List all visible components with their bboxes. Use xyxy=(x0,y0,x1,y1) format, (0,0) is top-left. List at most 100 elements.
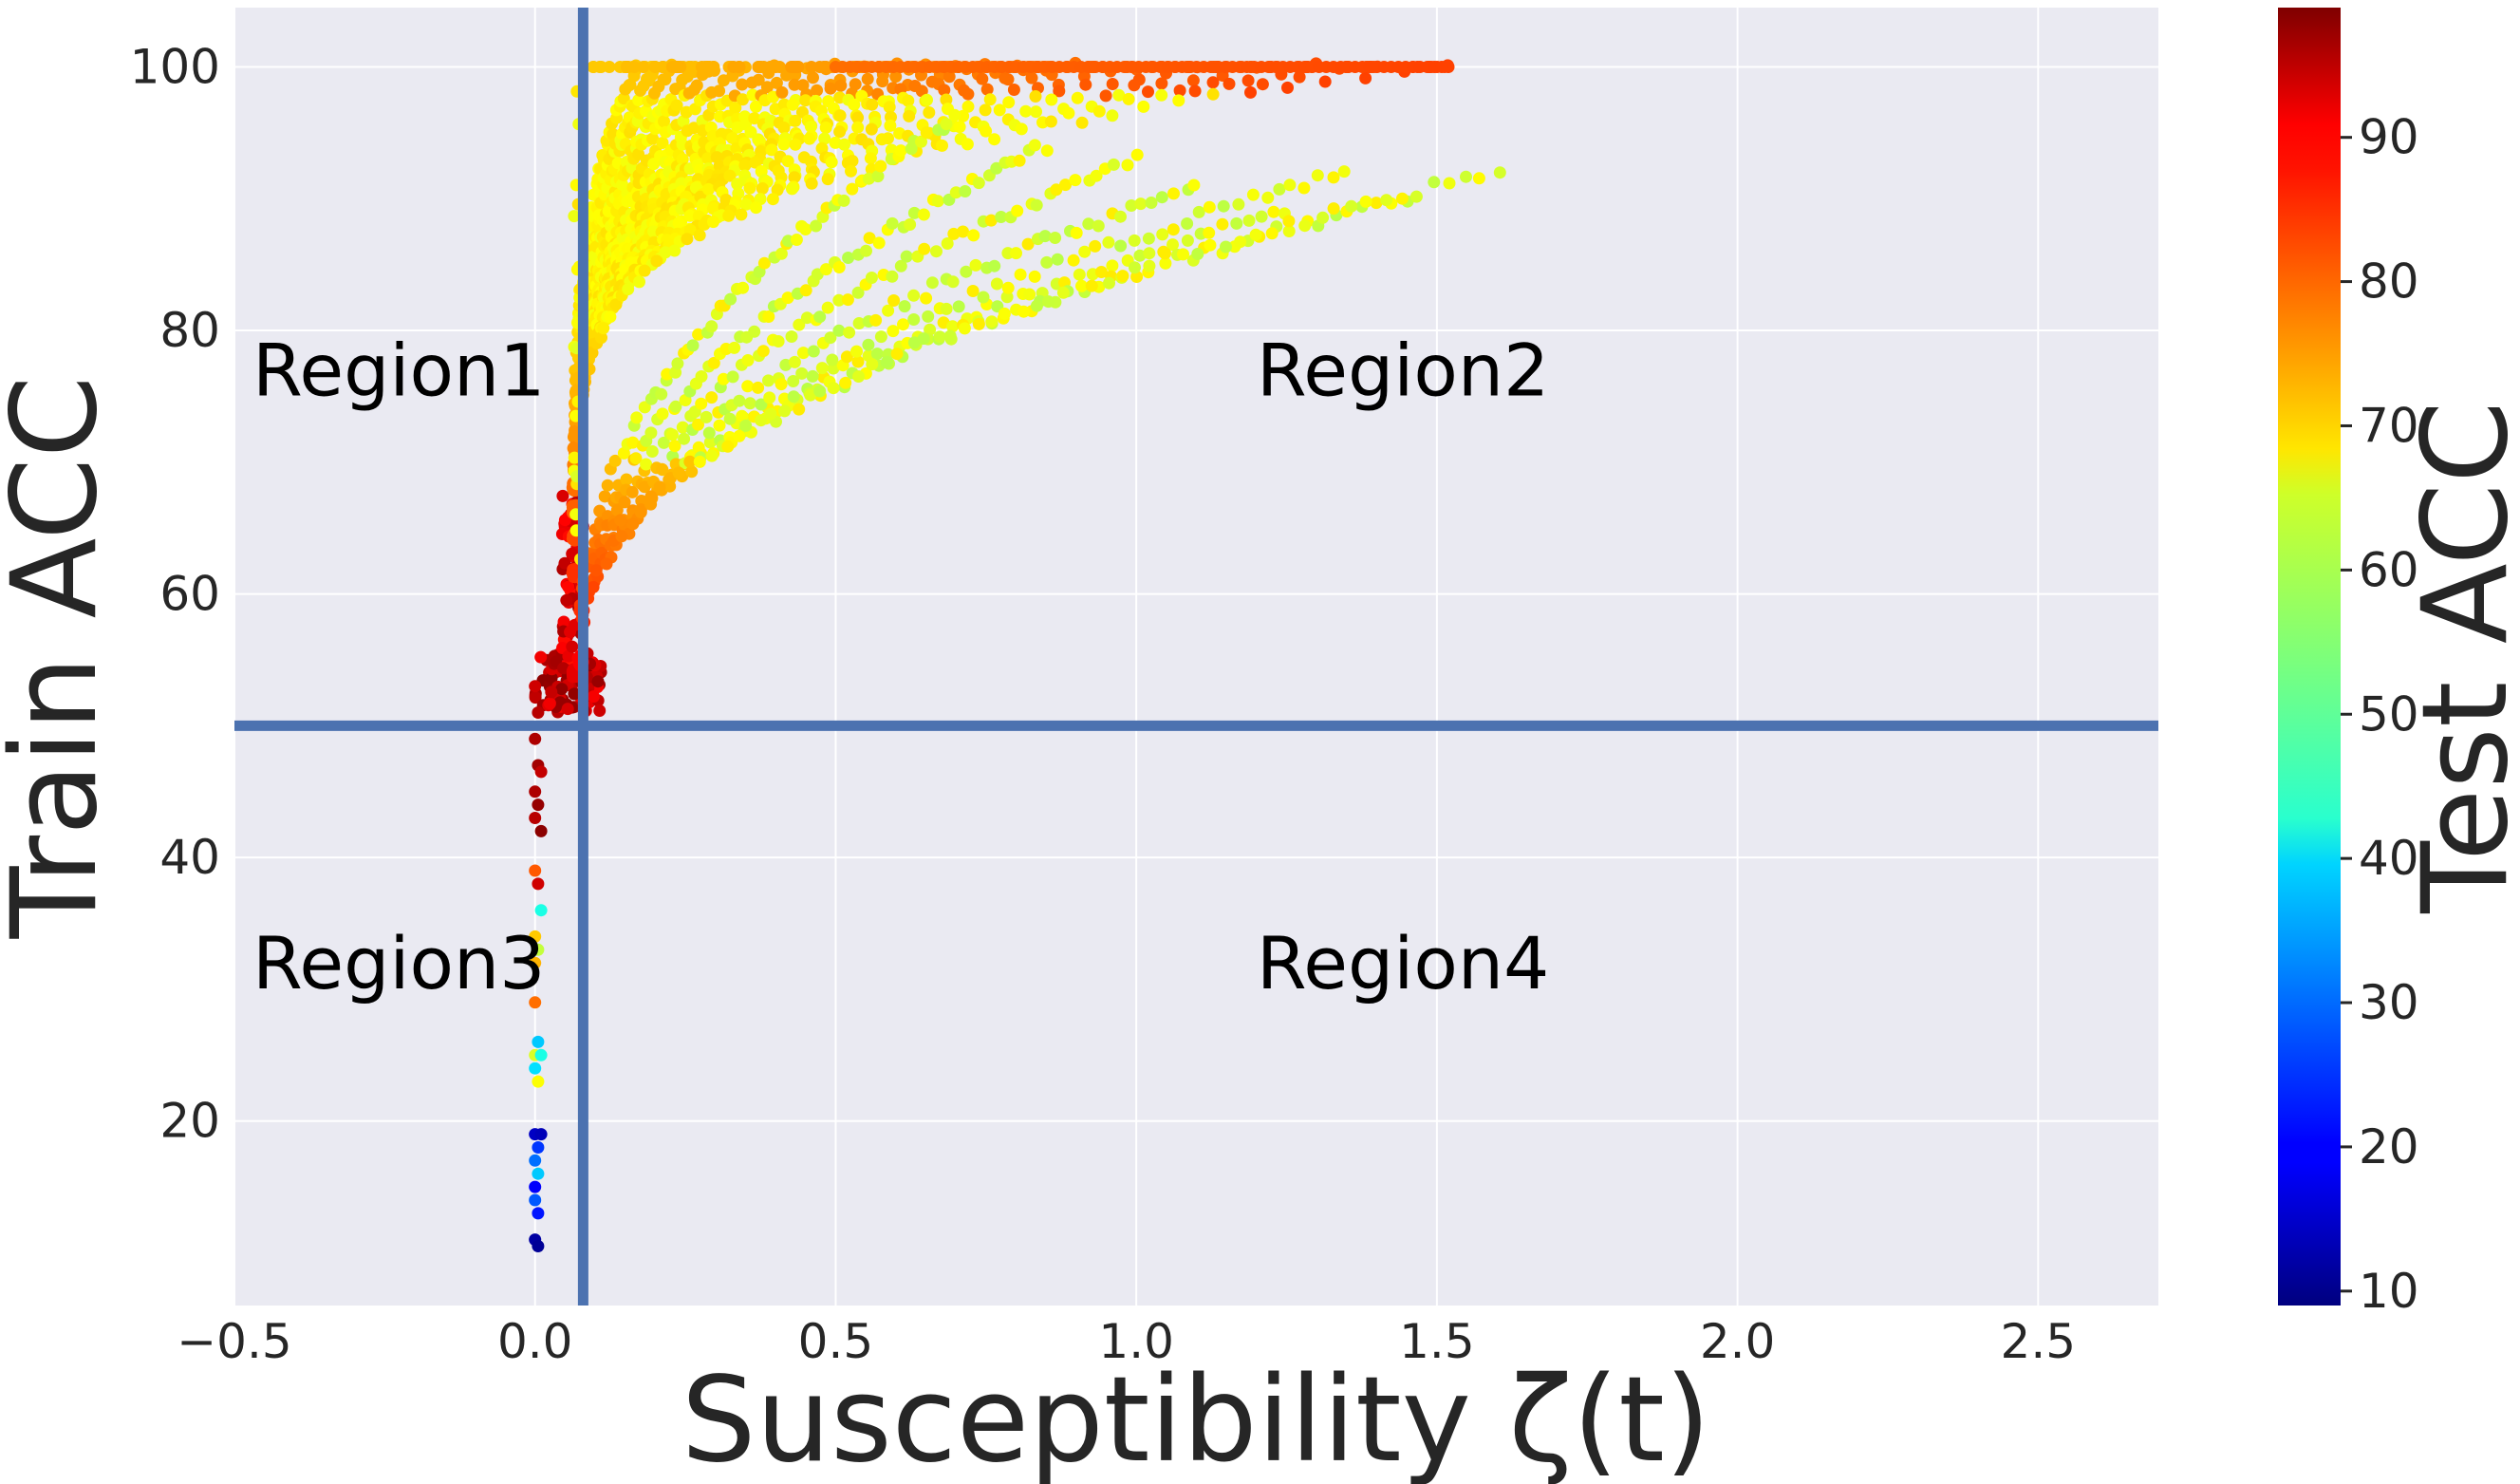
scatter-point xyxy=(819,121,832,134)
scatter-point xyxy=(1282,225,1296,237)
scatter-point xyxy=(534,1048,548,1061)
scatter-point xyxy=(1472,172,1485,185)
scatter-point xyxy=(796,347,810,360)
scatter-point xyxy=(860,244,872,257)
scatter-point xyxy=(532,1167,545,1180)
scatter-point xyxy=(659,246,672,259)
scatter-point xyxy=(1071,91,1084,104)
scatter-point xyxy=(1142,85,1154,99)
scatter-point xyxy=(1281,81,1294,94)
scatter-point xyxy=(618,496,631,509)
region4-label: Region4 xyxy=(1257,921,1550,1005)
scatter-point xyxy=(902,94,915,107)
scatter-point xyxy=(737,281,750,294)
scatter-point xyxy=(846,182,859,196)
scatter-point xyxy=(1056,286,1070,299)
scatter-point xyxy=(562,649,575,663)
scatter-point xyxy=(874,330,887,344)
scatter-point xyxy=(560,593,573,607)
scatter-point xyxy=(1255,210,1268,223)
scatter-point xyxy=(907,336,921,349)
scatter-point xyxy=(933,330,946,344)
threshold-lines xyxy=(234,8,2158,1306)
scatter-point xyxy=(1010,247,1022,260)
scatter-point xyxy=(862,338,875,351)
scatter-point xyxy=(772,335,785,348)
scatter-point xyxy=(984,214,998,227)
scatter-point xyxy=(750,201,762,215)
scatter-point xyxy=(1395,192,1409,205)
scatter-point xyxy=(1102,235,1115,249)
scatter-point xyxy=(658,115,670,128)
scatter-point xyxy=(961,100,975,113)
scatter-point xyxy=(713,419,726,432)
colorbar-tick-label: 20 xyxy=(2359,1119,2419,1174)
scatter-point xyxy=(1273,182,1286,196)
scatter-point xyxy=(638,480,651,494)
scatter-point xyxy=(749,156,762,169)
scatter-point xyxy=(1030,299,1043,312)
scatter-point xyxy=(1049,232,1062,244)
scatter-point xyxy=(1155,88,1168,102)
scatter-point xyxy=(988,133,1001,146)
scatter-point xyxy=(609,298,623,311)
scatter-point xyxy=(938,84,951,97)
scatter-point xyxy=(1241,74,1255,87)
scatter-point xyxy=(1019,104,1033,118)
scatter-point xyxy=(1137,100,1150,113)
scatter-point xyxy=(731,178,744,191)
scatter-point xyxy=(1075,116,1089,129)
scatter-point xyxy=(817,61,831,73)
scatter-point xyxy=(1206,87,1220,101)
scatter-point xyxy=(595,331,607,345)
scatter-point xyxy=(980,83,994,96)
scatter-point xyxy=(568,687,581,701)
scatter-point xyxy=(700,410,713,423)
scatter-point xyxy=(614,514,627,527)
scatter-point xyxy=(866,98,879,111)
scatter-point xyxy=(922,310,935,323)
scatter-point xyxy=(671,357,684,370)
scatter-point xyxy=(898,300,911,313)
scatter-point xyxy=(1443,177,1456,190)
scatter-point xyxy=(1359,195,1372,208)
scatter-point xyxy=(1327,171,1340,184)
scatter-point xyxy=(755,414,768,427)
scatter-point xyxy=(748,325,761,338)
scatter-point xyxy=(763,391,776,404)
scatter-point xyxy=(775,85,789,99)
scatter-point xyxy=(1062,106,1075,120)
scatter-point xyxy=(656,137,669,149)
scatter-point xyxy=(702,426,716,440)
scatter-point xyxy=(1021,237,1035,251)
scatter-point xyxy=(1435,61,1448,73)
scatter-point xyxy=(1073,268,1086,281)
scatter-point xyxy=(1130,148,1144,161)
scatter-point xyxy=(1167,223,1180,236)
scatter-point xyxy=(865,272,878,284)
colorbar-ticks: 10 20 30 40 50 60 70 80 90 xyxy=(2341,110,2419,1319)
scatter-point xyxy=(671,61,684,73)
scatter-point xyxy=(608,454,622,467)
scatter-point xyxy=(630,411,644,424)
scatter-point xyxy=(886,216,899,230)
scatter-point xyxy=(566,640,579,653)
scatter-point xyxy=(561,703,574,716)
scatter-point xyxy=(1246,188,1260,201)
scatter-point xyxy=(866,358,879,371)
scatter-point xyxy=(1044,115,1057,128)
colorbar-tick-label: 30 xyxy=(2359,975,2419,1030)
scatter-point xyxy=(705,449,719,462)
scatter-point xyxy=(833,125,847,139)
scatter-point xyxy=(765,143,778,157)
scatter-point xyxy=(601,479,614,492)
scatter-point xyxy=(781,155,794,168)
scatter-point xyxy=(1112,88,1126,102)
scatter-point xyxy=(810,219,823,233)
scatter-point xyxy=(920,126,933,140)
scatter-point xyxy=(941,237,954,250)
scatter-point xyxy=(1000,291,1014,304)
scatter-point xyxy=(1297,181,1311,195)
scatter-point xyxy=(532,1141,545,1154)
scatter-point xyxy=(717,372,730,385)
